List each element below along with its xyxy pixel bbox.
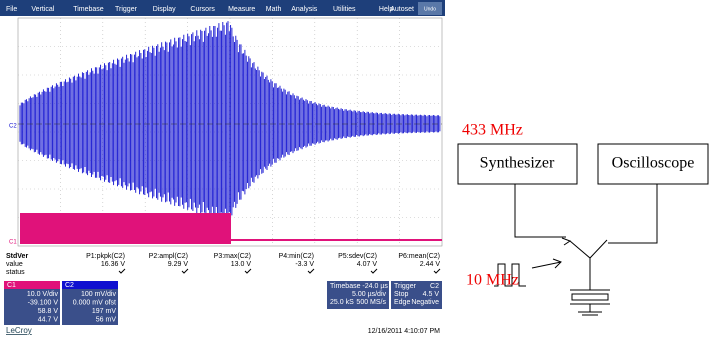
- check: [434, 269, 440, 273]
- meas-name: P4:min(C2): [279, 253, 314, 260]
- marker: C2: [9, 124, 17, 130]
- channel-line: 197 mV: [92, 308, 116, 315]
- meas-value: 9.29 V: [168, 261, 189, 268]
- menu-item[interactable]: Trigger: [115, 6, 138, 13]
- channel-line: 56 mV: [96, 316, 117, 323]
- menu-item[interactable]: Utilities: [333, 6, 356, 13]
- marker: C1: [9, 240, 17, 246]
- channel-line: 100 mV/div: [81, 291, 117, 298]
- check: [182, 269, 188, 273]
- check: [308, 269, 314, 273]
- row-label: value: [6, 261, 23, 268]
- channel-line: 58.8 V: [38, 308, 59, 315]
- channel-line: 0.000 mV ofst: [73, 299, 116, 306]
- trigger-line: Edge: [394, 299, 410, 306]
- top-freq: 433 MHz: [462, 122, 523, 139]
- menu-item[interactable]: Measure: [228, 6, 255, 13]
- crystal: [572, 294, 608, 300]
- bottom-freq: 10 MHz: [466, 272, 519, 289]
- date: 12/16/2011 4:10:07 PM: [368, 328, 440, 335]
- menu-item[interactable]: Analysis: [291, 6, 318, 13]
- meas-name: P3:max(C2): [214, 253, 251, 260]
- trace-c1: [20, 213, 231, 244]
- menu-item[interactable]: Cursors: [190, 6, 215, 13]
- menu-item[interactable]: Vertical: [31, 6, 54, 13]
- meas-name: P2:ampl(C2): [149, 253, 188, 260]
- menu-item[interactable]: Timebase: [73, 6, 104, 13]
- meas-name: P5:sdev(C2): [338, 253, 377, 260]
- trigger-line: 4.5 V: [423, 291, 440, 298]
- timebase-line: 500 MS/s: [356, 299, 386, 306]
- channel-line: -39.100 V: [28, 299, 59, 306]
- trigger-channel: C2: [430, 283, 439, 290]
- row-label: status: [6, 269, 25, 276]
- check: [119, 269, 125, 273]
- meas-value: -3.3 V: [295, 261, 314, 268]
- antenna: [570, 240, 607, 258]
- trigger-line: Stop: [394, 291, 409, 298]
- node: Oscilloscope: [612, 155, 695, 172]
- menu-item[interactable]: Help: [379, 6, 394, 13]
- timebase-line: 5.00 µs/div: [352, 291, 386, 298]
- trigger-line: Negative: [411, 299, 439, 306]
- menu-item[interactable]: Display: [153, 6, 176, 13]
- meas-value: 4.07 V: [357, 261, 378, 268]
- meas-value: 16.36 V: [101, 261, 125, 268]
- figure: Undo Autoset 433 MHz Synthesizer Oscillo…: [0, 0, 711, 338]
- meas-value: 13.0 V: [231, 261, 252, 268]
- timebase-title: Timebase -24.0 µs: [330, 283, 388, 290]
- channel-label: C1: [7, 282, 16, 289]
- channel-line: 10.0 V/div: [27, 291, 59, 298]
- autoset[interactable]: Autoset: [390, 6, 414, 13]
- timebase-line: 25.0 kS: [330, 299, 354, 306]
- arrow: [532, 262, 561, 268]
- row-label: StdVer: [6, 253, 28, 260]
- check: [245, 269, 251, 273]
- wire: [515, 184, 566, 237]
- channel-line: 44.7 V: [38, 316, 59, 323]
- arrow: [562, 238, 570, 245]
- meas-name: P6:mean(C2): [398, 253, 440, 260]
- brand: LeCroy: [6, 326, 32, 335]
- meas-name: P1:pkpk(C2): [86, 253, 125, 260]
- undo-label: Undo: [424, 6, 436, 12]
- wire: [608, 184, 657, 243]
- node: Synthesizer: [480, 155, 555, 172]
- check: [371, 269, 377, 273]
- menu-item[interactable]: Math: [266, 6, 282, 13]
- meas-value: 2.44 V: [420, 261, 441, 268]
- menu-item[interactable]: File: [6, 6, 17, 13]
- trigger-title: Trigger: [394, 283, 417, 290]
- channel-label: C2: [65, 282, 74, 289]
